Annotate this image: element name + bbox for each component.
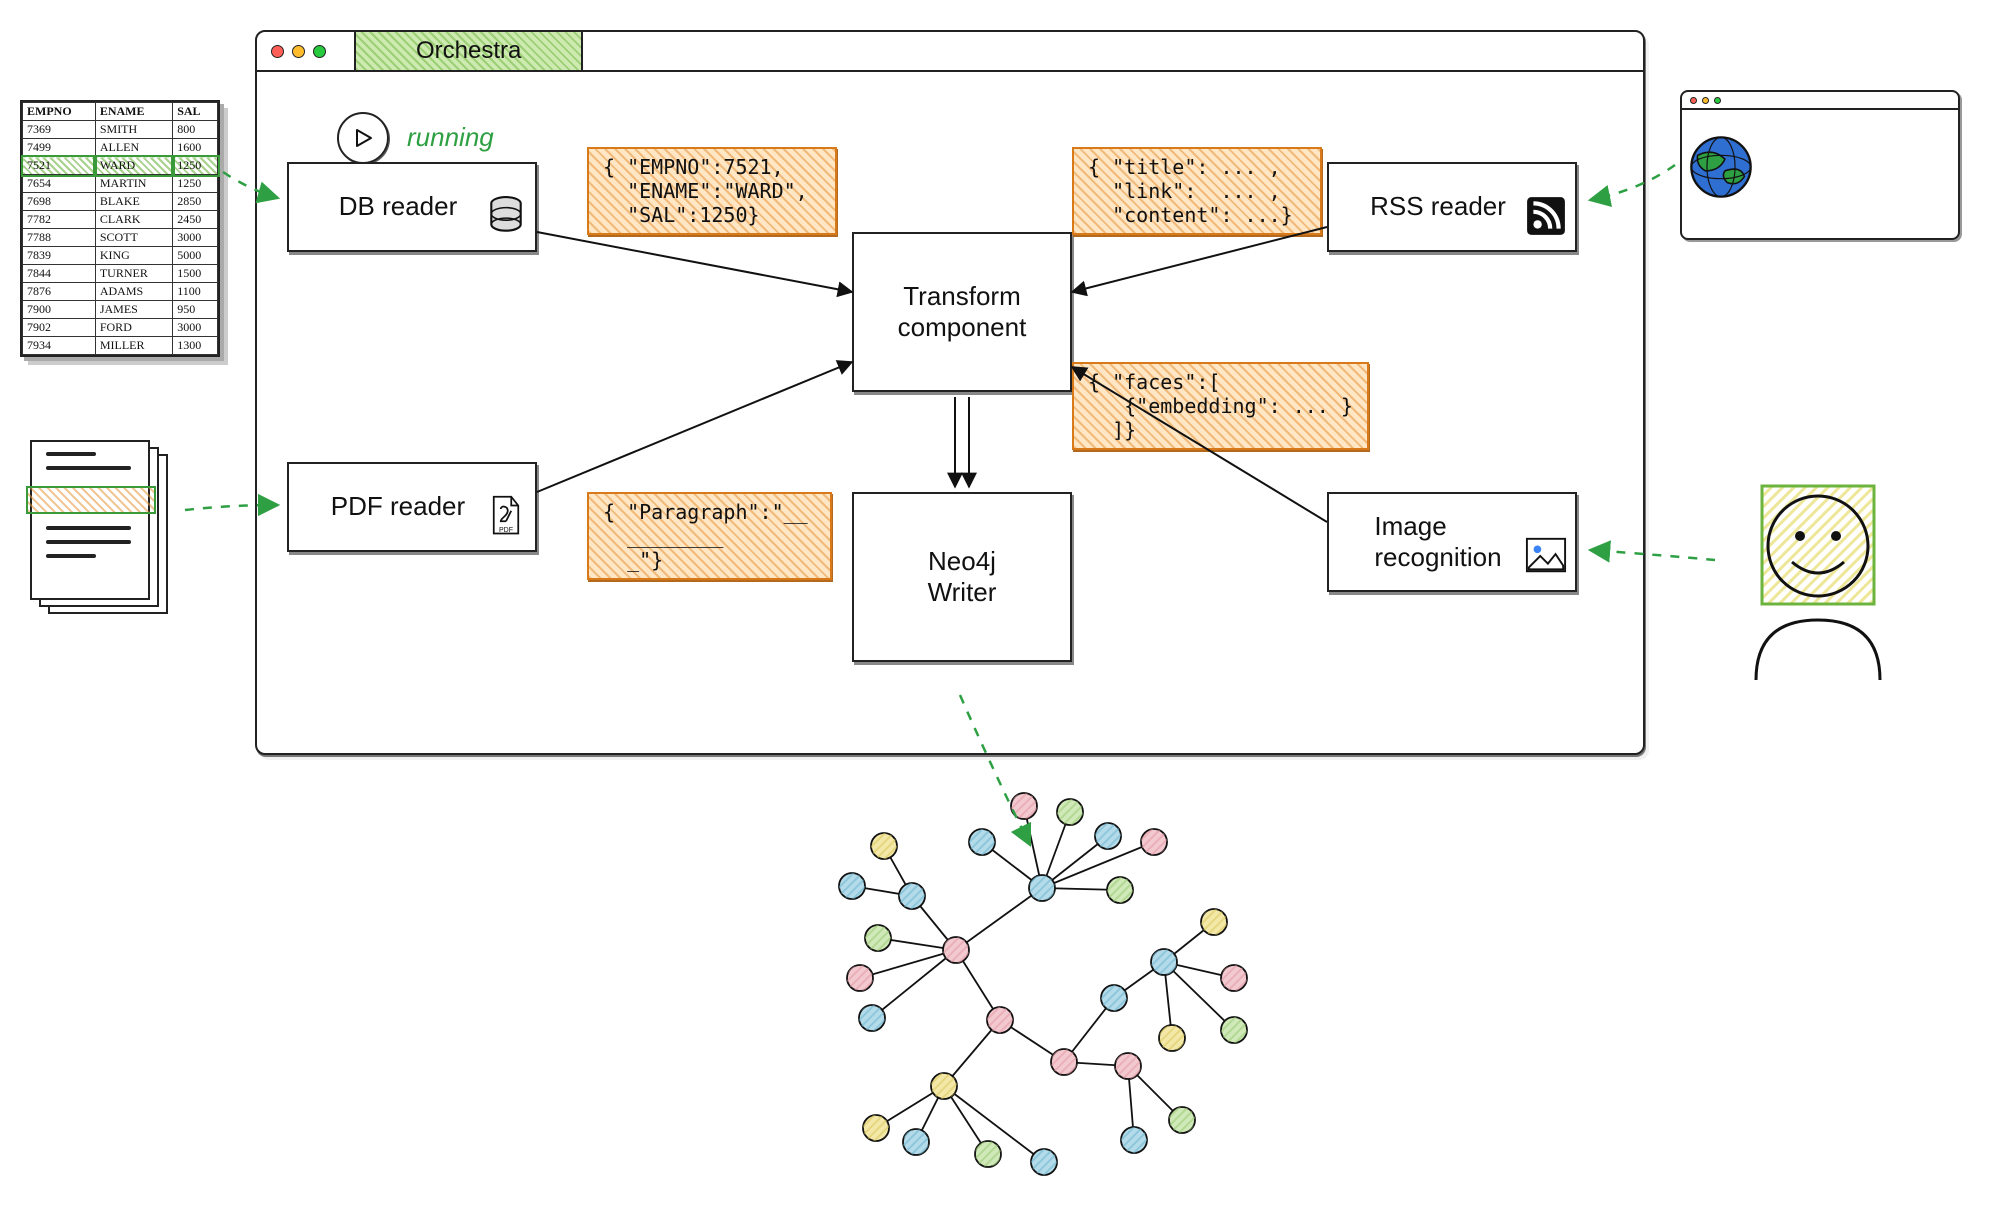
node-transform[interactable]: Transform component — [852, 232, 1072, 392]
json-img: { "faces":[ {"embedding": ... } ]} — [1072, 362, 1369, 450]
rss-icon — [1525, 195, 1567, 244]
play-icon — [351, 126, 375, 150]
db-col-0: EMPNO — [23, 103, 96, 121]
db-row: 7839KING5000 — [23, 247, 218, 265]
db-row: 7788SCOTT3000 — [23, 229, 218, 247]
node-rss-reader[interactable]: RSS reader — [1327, 162, 1577, 252]
node-label: Transform component — [898, 281, 1027, 343]
db-row: 7654MARTIN1250 — [23, 175, 218, 193]
database-icon — [485, 195, 527, 244]
external-pdf-stack — [30, 440, 180, 620]
node-neo4j-writer[interactable]: Neo4j Writer — [852, 492, 1072, 662]
node-db-reader[interactable]: DB reader — [287, 162, 537, 252]
play-button[interactable] — [337, 112, 389, 164]
node-label: PDF reader — [315, 491, 465, 522]
db-row: 7782CLARK2450 — [23, 211, 218, 229]
db-row: 7521WARD1250 — [23, 157, 218, 175]
external-db-table: EMPNO ENAME SAL 7369SMITH8007499ALLEN160… — [20, 100, 220, 357]
db-row: 7844TURNER1500 — [23, 265, 218, 283]
minimize-dot[interactable] — [292, 45, 305, 58]
svg-text:PDF: PDF — [499, 527, 513, 534]
window-titlebar: Orchestra — [257, 32, 1643, 72]
db-col-1: ENAME — [95, 103, 172, 121]
json-db: { "EMPNO":7521, "ENAME":"WARD", "SAL":12… — [587, 147, 837, 235]
window-tab[interactable]: Orchestra — [354, 30, 583, 70]
node-pdf-reader[interactable]: PDF reader PDF — [287, 462, 537, 552]
globe-icon — [1682, 128, 1760, 206]
db-row: 7369SMITH800 — [23, 121, 218, 139]
pdf-highlight — [26, 486, 156, 514]
graph-output — [760, 770, 1320, 1210]
node-image-recognition[interactable]: Image recognition — [1327, 492, 1577, 592]
db-row: 7902FORD3000 — [23, 319, 218, 337]
traffic-lights — [271, 45, 326, 58]
node-label: Image recognition — [1358, 511, 1501, 573]
json-pdf: { "Paragraph":"__ ________ _"} — [587, 492, 832, 580]
db-col-2: SAL — [173, 103, 218, 121]
image-icon — [1525, 535, 1567, 584]
db-row: 7900JAMES950 — [23, 301, 218, 319]
external-browser — [1680, 90, 1960, 240]
db-row: 7499ALLEN1600 — [23, 139, 218, 157]
zoom-dot[interactable] — [313, 45, 326, 58]
external-face-image — [1720, 480, 1920, 680]
json-rss: { "title": ... , "link": ... , "content"… — [1072, 147, 1322, 235]
db-row: 7934MILLER1300 — [23, 337, 218, 355]
close-dot[interactable] — [271, 45, 284, 58]
node-label: Neo4j Writer — [928, 546, 997, 608]
orchestra-window: Orchestra running DB reader PDF readerPD… — [255, 30, 1645, 755]
tab-title: Orchestra — [416, 37, 521, 64]
status-text: running — [407, 122, 494, 153]
pdf-icon: PDF — [485, 495, 527, 544]
db-row: 7698BLAKE2850 — [23, 193, 218, 211]
db-row: 7876ADAMS1100 — [23, 283, 218, 301]
node-label: RSS reader — [1354, 191, 1506, 222]
node-label: DB reader — [323, 191, 458, 222]
